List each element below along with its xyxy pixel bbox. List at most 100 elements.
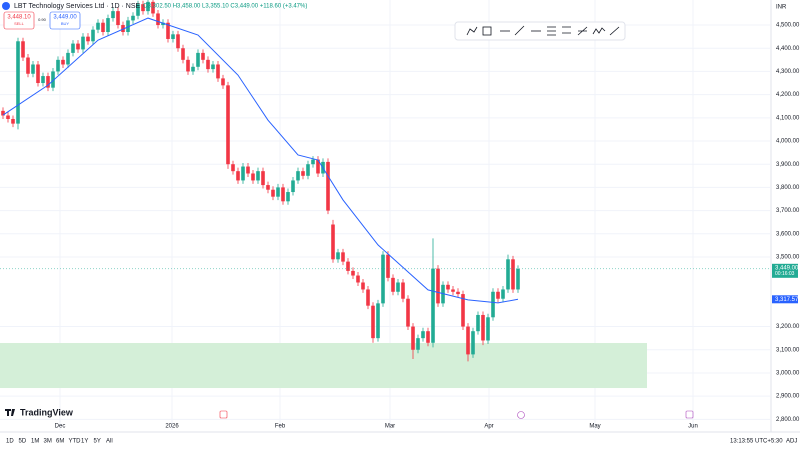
candle-body (11, 118, 15, 124)
ohlc: O3,302.50 H3,458.00 L3,355.10 C3,449.00 … (143, 4, 307, 10)
candle-body (231, 164, 235, 172)
tool-brush[interactable] (609, 26, 620, 36)
range-button[interactable]: 3M (44, 439, 52, 445)
y-tick-label: 3,800.00 (776, 185, 800, 191)
tool-trend[interactable] (514, 25, 525, 36)
candle-body (266, 185, 270, 190)
last-price-tag (772, 263, 798, 278)
candle-body (471, 331, 475, 355)
range-button[interactable]: YTD (69, 439, 82, 445)
y-tick-label: 4,200.00 (776, 92, 800, 98)
tool-rect[interactable] (482, 26, 492, 36)
range-button[interactable]: 1Y (81, 439, 88, 445)
range-button[interactable]: All (106, 439, 113, 445)
y-tick-label: 4,100.00 (776, 115, 800, 121)
candle-body (401, 282, 405, 299)
last-price-label: 3,449.00 (775, 265, 799, 271)
candle-body (81, 36, 85, 50)
candle-body (236, 171, 240, 181)
candle-body (211, 64, 215, 70)
range-button[interactable]: 6M (56, 439, 64, 445)
candle-body (1, 110, 5, 116)
candle-body (216, 64, 220, 79)
candle-body (161, 22, 165, 26)
y-tick-label: 3,000.00 (776, 371, 800, 377)
y-tick-label: 3,900.00 (776, 162, 800, 168)
candle-body (311, 159, 315, 165)
tool-fib[interactable] (547, 26, 556, 36)
logo: TradingView (5, 407, 74, 417)
range-button[interactable]: 1D (6, 439, 14, 445)
candle-body (511, 259, 515, 290)
candle-body (31, 64, 35, 74)
candle-body (106, 18, 110, 33)
candle-body (396, 282, 400, 292)
x-tick-label: Jun (688, 424, 698, 430)
x-tick-label: Mar (385, 424, 395, 430)
candle-body (326, 161, 330, 211)
tool-pitch[interactable] (577, 26, 588, 36)
candle-body (286, 192, 290, 202)
candle-body (76, 43, 80, 50)
buy-price: 3,449.00 (53, 15, 77, 21)
logo-mark (5, 409, 15, 416)
tool-path[interactable] (466, 26, 478, 36)
candle-body (491, 291, 495, 318)
candle-body (111, 11, 115, 19)
sell-price: 3,448.10 (7, 15, 31, 21)
candle-body (386, 254, 390, 278)
candle-body (66, 52, 70, 65)
buy-label: BUY (61, 21, 70, 26)
event-icon[interactable] (685, 410, 694, 419)
candle-body (366, 289, 370, 306)
candle-body (456, 291, 460, 295)
moving-average (2, 17, 519, 304)
buy-button[interactable] (49, 11, 81, 30)
tool-channel[interactable] (562, 26, 571, 34)
y-tick-label: 3,100.00 (776, 347, 800, 353)
plot (0, 0, 770, 389)
y-tick-label: 2,900.00 (776, 394, 800, 400)
candle-body (356, 275, 360, 283)
candle-body (141, 4, 145, 12)
logo-text: TradingView (20, 407, 74, 417)
candle-body (181, 48, 185, 60)
candle-body (351, 270, 355, 276)
symbol-icon (2, 2, 10, 10)
x-tick-label: Dec (55, 424, 66, 430)
tool-pattern[interactable] (592, 27, 606, 35)
candle-body (291, 180, 295, 193)
candle-body (426, 331, 430, 343)
x-tick-label: May (589, 424, 600, 430)
x-tick-label: Feb (275, 424, 286, 430)
candle-body (381, 254, 385, 304)
range-button[interactable]: 5Y (94, 439, 101, 445)
candle-body (101, 22, 105, 33)
y-tick-label: 4,000.00 (776, 139, 800, 145)
candle-body (296, 171, 300, 181)
candle-body (486, 317, 490, 341)
event-icon[interactable] (517, 411, 525, 419)
candle-body (436, 268, 440, 304)
drawing-toolbar (454, 21, 626, 41)
candle-body (21, 41, 25, 58)
candle-body (316, 159, 320, 174)
candle-body (71, 43, 75, 53)
currency: INR (776, 5, 787, 11)
ma-tag (772, 295, 798, 304)
x-tick-label: Apr (484, 424, 493, 430)
candle-body (121, 25, 125, 33)
candle-body (41, 76, 45, 84)
y-tick-label: 3,700.00 (776, 208, 800, 214)
range-button[interactable]: 1M (31, 439, 39, 445)
sell-button[interactable] (3, 11, 35, 30)
event-icon[interactable] (219, 410, 228, 419)
candle-body (186, 59, 190, 72)
adj: ADJ (786, 439, 797, 445)
candle-body (446, 284, 450, 290)
sell-label: SELL (14, 21, 25, 26)
candle-body (501, 289, 505, 299)
range-button[interactable]: 5D (19, 439, 27, 445)
spread: 0.90 (38, 17, 47, 22)
